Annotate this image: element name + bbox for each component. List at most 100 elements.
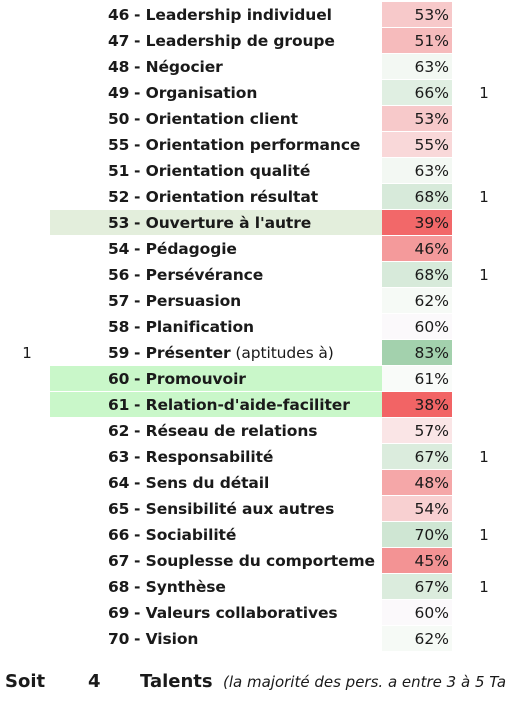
left-mark	[18, 288, 36, 314]
item-label-cell: - Négocier	[134, 54, 382, 80]
item-number: 56	[108, 266, 130, 284]
item-number: 55	[108, 136, 130, 154]
left-mark	[18, 470, 36, 496]
talent-mark	[474, 600, 494, 626]
score-percent: 53%	[382, 106, 452, 131]
item-label: Ouverture à l'autre	[145, 214, 312, 232]
score-percent: 63%	[382, 158, 452, 183]
score-percent: 67%	[382, 574, 452, 599]
label-dash: -	[134, 526, 146, 544]
item-number: 52	[108, 188, 130, 206]
score-percent: 51%	[382, 28, 452, 53]
score-percent: 45%	[382, 548, 452, 573]
talent-mark	[474, 28, 494, 54]
score-percent: 83%	[382, 340, 452, 365]
talent-mark	[474, 314, 494, 340]
left-mark	[18, 496, 36, 522]
score-percent: 61%	[382, 366, 452, 391]
label-dash: -	[134, 32, 146, 50]
item-label-cell: - Orientation performance	[134, 132, 382, 158]
item-label-cell: - Sensibilité aux autres	[134, 496, 382, 522]
item-number: 61	[108, 396, 130, 414]
score-percent: 67%	[382, 444, 452, 469]
table-row: 1 59- Présenter (aptitudes à) 83%	[0, 340, 513, 366]
table-row: 70- Vision 62%	[0, 626, 513, 652]
item-label-cell: - Ouverture à l'autre	[134, 210, 382, 236]
item-number: 50	[108, 110, 130, 128]
item-label: Réseau de relations	[145, 422, 318, 440]
item-label: Persévérance	[145, 266, 264, 284]
talent-mark	[474, 158, 494, 184]
score-percent: 55%	[382, 132, 452, 157]
item-number: 57	[108, 292, 130, 310]
item-label: Sens du détail	[145, 474, 270, 492]
row-highlight	[50, 210, 382, 235]
table-row: 63- Responsabilité 67% 1	[0, 444, 513, 470]
left-mark	[18, 80, 36, 106]
talent-mark: 1	[479, 526, 489, 544]
table-row: 50- Orientation client 53%	[0, 106, 513, 132]
talents-note: (la majorité des pers. a entre 3 à 5 Ta	[223, 673, 507, 691]
score-percent: 68%	[382, 184, 452, 209]
item-label-cell: - Synthèse	[134, 574, 382, 600]
item-number: 65	[108, 500, 130, 518]
left-mark	[18, 522, 36, 548]
left-mark	[18, 366, 36, 392]
talent-mark	[474, 392, 494, 418]
label-dash: -	[134, 344, 146, 362]
talent-mark	[474, 2, 494, 28]
label-dash: -	[134, 240, 146, 258]
summary-footer: Soit 4 Talents (la majorité des pers. a …	[0, 667, 513, 697]
table-row: 48- Négocier 63%	[0, 54, 513, 80]
left-mark	[18, 444, 36, 470]
item-label: Orientation qualité	[145, 162, 311, 180]
talent-mark	[474, 236, 494, 262]
item-label: Planification	[145, 318, 254, 336]
item-number: 64	[108, 474, 130, 492]
score-percent: 68%	[382, 262, 452, 287]
item-label-cell: - Souplesse du comporteme	[134, 548, 382, 574]
score-percent: 48%	[382, 470, 452, 495]
left-mark	[18, 210, 36, 236]
item-number: 54	[108, 240, 130, 258]
label-dash: -	[134, 136, 146, 154]
table-row: 57- Persuasion 62%	[0, 288, 513, 314]
talent-mark: 1	[479, 448, 489, 466]
table-row: 47- Leadership de groupe 51%	[0, 28, 513, 54]
item-label: Synthèse	[145, 578, 226, 596]
item-note: (aptitudes à)	[230, 344, 334, 362]
talent-mark: 1	[479, 188, 489, 206]
left-mark	[18, 184, 36, 210]
item-label: Orientation résultat	[145, 188, 319, 206]
item-label-cell: - Réseau de relations	[134, 418, 382, 444]
item-label-cell: - Présenter (aptitudes à)	[134, 340, 382, 366]
score-percent: 57%	[382, 418, 452, 443]
label-dash: -	[134, 6, 146, 24]
item-label: Valeurs collaboratives	[145, 604, 338, 622]
label-dash: -	[134, 422, 146, 440]
item-label-cell: - Persévérance	[134, 262, 382, 288]
left-mark	[18, 132, 36, 158]
score-percent: 46%	[382, 236, 452, 261]
table-row: 49- Organisation 66% 1	[0, 80, 513, 106]
item-label: Persuasion	[145, 292, 242, 310]
item-number: 68	[108, 578, 130, 596]
label-dash: -	[134, 110, 146, 128]
label-dash: -	[134, 448, 146, 466]
item-label: Souplesse du comporteme	[145, 552, 375, 570]
item-label: Orientation performance	[145, 136, 361, 154]
score-percent: 62%	[382, 626, 452, 651]
item-label-cell: - Promouvoir	[134, 366, 382, 392]
label-dash: -	[134, 84, 146, 102]
item-label-cell: - Leadership individuel	[134, 2, 382, 28]
row-highlight	[50, 392, 382, 417]
item-number: 49	[108, 84, 130, 102]
left-mark: 1	[22, 344, 32, 362]
left-mark	[18, 2, 36, 28]
item-label: Organisation	[145, 84, 258, 102]
score-percent: 39%	[382, 210, 452, 235]
item-label-cell: - Leadership de groupe	[134, 28, 382, 54]
label-dash: -	[134, 162, 146, 180]
item-label: Présenter	[145, 344, 231, 362]
table-row: 58- Planification 60%	[0, 314, 513, 340]
